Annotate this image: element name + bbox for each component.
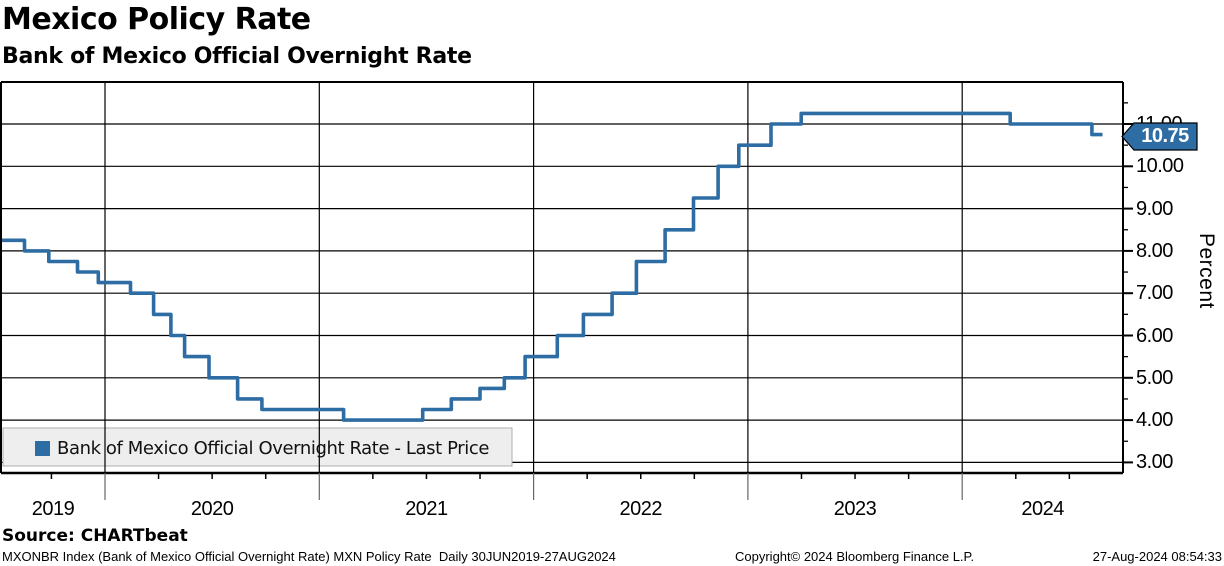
policy-rate-step-line bbox=[1, 111, 1103, 422]
footer-description: MXONBR Index (Bank of Mexico Official Ov… bbox=[2, 549, 616, 564]
last-price-flag: 10.75 bbox=[1121, 122, 1199, 152]
y-axis-title: Percent bbox=[1195, 233, 1218, 309]
x-axis-year-label: 2021 bbox=[405, 498, 448, 520]
y-axis-label: 7.00 bbox=[1136, 282, 1173, 305]
x-axis-year-label: 2024 bbox=[1021, 498, 1064, 520]
footer-timestamp: 27-Aug-2024 08:54:33 bbox=[1092, 549, 1222, 564]
flag-shape bbox=[1121, 122, 1198, 151]
legend-box bbox=[2, 427, 513, 467]
y-axis-label: 4.00 bbox=[1136, 409, 1173, 432]
y-axis-label: 3.00 bbox=[1136, 451, 1173, 474]
legend-swatch-icon bbox=[35, 441, 50, 456]
legend-label: Bank of Mexico Official Overnight Rate -… bbox=[57, 438, 490, 459]
x-axis-year-label: 2020 bbox=[190, 498, 234, 520]
x-axis-year-label: 2023 bbox=[833, 498, 877, 520]
page-title: Mexico Policy Rate bbox=[2, 2, 311, 37]
y-axis-label: 6.00 bbox=[1136, 324, 1173, 347]
x-axis-year-label: 2022 bbox=[619, 498, 663, 520]
y-axis-label: 8.00 bbox=[1136, 239, 1173, 262]
footer-copyright: Copyright© 2024 Bloomberg Finance L.P. bbox=[735, 549, 975, 564]
x-axis-year-label: 2019 bbox=[31, 498, 75, 520]
y-axis-label: 5.00 bbox=[1136, 366, 1173, 389]
last-price-value: 10.75 bbox=[1141, 125, 1189, 147]
y-axis-label: 9.00 bbox=[1136, 197, 1173, 220]
y-axis-label: 10.00 bbox=[1136, 155, 1184, 178]
chart-subtitle: Bank of Mexico Official Overnight Rate bbox=[2, 44, 472, 69]
source-line: Source: CHARTbeat bbox=[2, 526, 188, 546]
